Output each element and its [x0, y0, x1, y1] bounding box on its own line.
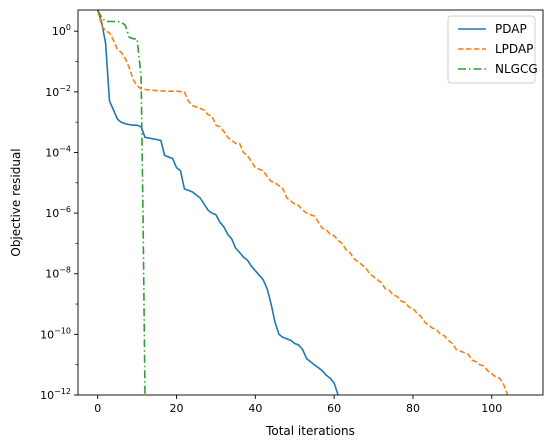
series-line-lpdap	[96, 10, 509, 395]
y-tick-label: 10−10	[40, 326, 71, 341]
legend-label-nlgcg: NLGCG	[495, 62, 538, 76]
x-tick-label: 100	[481, 402, 502, 415]
y-axis: 100 10−2 10−4 10−6 10−8 10−10 10−12	[40, 23, 78, 402]
legend-box	[447, 15, 536, 84]
legend-label-pdap: PDAP	[495, 22, 527, 36]
y-tick-label: 10−4	[45, 144, 71, 159]
y-tick-label: 10−6	[45, 205, 71, 220]
x-tick-label: 40	[248, 402, 262, 415]
y-tick-label: 10−12	[40, 387, 71, 402]
x-tick-label: 60	[327, 402, 341, 415]
y-tick-label: 10−2	[45, 84, 71, 99]
legend-label-lpdap: LPDAP	[495, 42, 533, 56]
x-tick-label: 0	[94, 402, 101, 415]
plot-frame	[77, 9, 544, 396]
y-tick-label: 10−8	[45, 266, 71, 281]
y-tick-label: 100	[52, 23, 71, 38]
series-layer	[96, 10, 509, 395]
x-axis-label: Total iterations	[265, 424, 355, 438]
series-line-pdap	[96, 10, 339, 395]
x-axis: 0 20 40 60 80 100	[94, 395, 502, 415]
x-tick-label: 20	[170, 402, 184, 415]
series-line-nlgcg	[96, 10, 146, 395]
x-tick-label: 80	[406, 402, 420, 415]
legend: PDAP LPDAP NLGCG	[447, 15, 538, 84]
y-axis-label: Objective residual	[9, 148, 23, 256]
